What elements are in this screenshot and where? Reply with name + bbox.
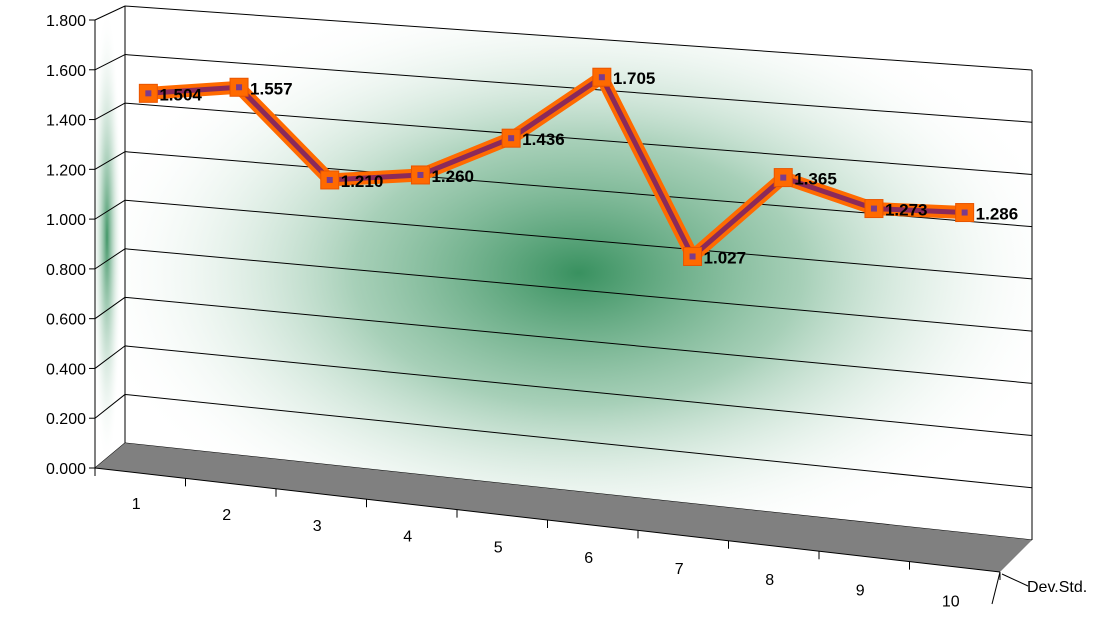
data-point-marker-center [417, 171, 424, 178]
data-point-marker-center [870, 205, 877, 212]
x-tick-label: 5 [494, 539, 503, 556]
data-point-marker-center [689, 253, 696, 260]
data-label: 1.557 [250, 79, 293, 98]
x-axis-ticks: 1 2 3 4 5 6 7 8 9 10 [132, 496, 960, 610]
data-point-marker-center [326, 176, 333, 183]
data-label: 1.210 [341, 172, 384, 191]
data-label: 1.027 [704, 248, 747, 267]
x-tick-label: 6 [584, 550, 593, 567]
data-label: 1.436 [522, 130, 565, 149]
side-wall-glow [95, 6, 125, 468]
data-point-marker-center [961, 209, 968, 216]
data-point-marker-center [236, 84, 243, 91]
x-tick-label: 9 [856, 583, 865, 600]
series-line-edge [148, 74, 965, 259]
y-tick-label: 0.200 [46, 411, 86, 428]
x-tick-label: 2 [222, 507, 231, 524]
data-label: 1.286 [976, 205, 1019, 224]
y-tick-label: 1.600 [46, 63, 86, 80]
series-layer [138, 67, 975, 266]
series-axis-label: Dev.Std. [1027, 579, 1087, 596]
chart-floor [95, 443, 1032, 572]
data-label: 1.705 [613, 69, 656, 88]
x-tick-label: 4 [403, 529, 412, 546]
depth-axis-line [991, 571, 1001, 605]
gridline [124, 102, 1033, 175]
data-label: 1.365 [794, 170, 837, 189]
y-tick-label: 1.400 [46, 113, 86, 130]
data-label: 1.260 [431, 167, 474, 186]
side-gridline [94, 394, 126, 419]
back-wall-glow [125, 6, 1032, 540]
x-tick-label: 1 [132, 496, 141, 513]
x-tick-label: 8 [765, 572, 774, 589]
y-tick-label: 0.800 [46, 262, 86, 279]
data-point-marker-center [145, 90, 152, 97]
y-tick-label: 1.200 [46, 162, 86, 179]
gridline [124, 248, 1033, 332]
y-tick-label: 0.400 [46, 361, 86, 378]
data-point-marker-center [508, 135, 515, 142]
gridline [124, 393, 1033, 489]
x-tick-label: 10 [942, 593, 960, 610]
side-gridline [94, 102, 126, 120]
data-label: 1.273 [885, 201, 928, 220]
y-tick-label: 1.800 [46, 13, 86, 30]
gridline [124, 345, 1033, 437]
y-axis-ticks: 0.000 0.200 0.400 0.600 0.800 1.000 1.200 1.400… [46, 13, 86, 478]
side-gridline [94, 54, 126, 71]
x-tick-label: 3 [313, 518, 322, 535]
data-point-marker-center [598, 74, 605, 81]
y-tick-label: 0.000 [46, 461, 86, 478]
side-gridline [94, 345, 126, 369]
side-gridline [94, 5, 126, 21]
depth-tick-mark [1001, 573, 1029, 587]
data-labels: 1.504 1.557 1.210 1.260 1.436 1.705 1.027 1.365… [159, 69, 1018, 267]
data-point-marker-center [780, 174, 787, 181]
x-tick-label: 7 [675, 561, 684, 578]
y-tick-label: 0.600 [46, 312, 86, 329]
gridline [124, 5, 1033, 71]
axes [89, 6, 1033, 605]
y-tick-label: 1.000 [46, 212, 86, 229]
side-gridline [94, 199, 126, 220]
data-label: 1.504 [159, 85, 202, 104]
gridline [124, 199, 1033, 280]
side-gridline [94, 248, 126, 270]
side-gridline [94, 296, 126, 320]
gridline [124, 296, 1033, 384]
side-gridline [94, 151, 126, 170]
